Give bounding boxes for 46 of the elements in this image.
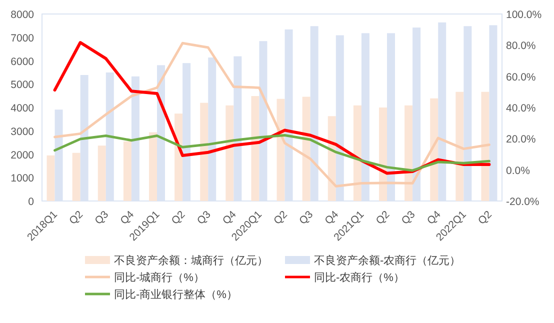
y2-tick-label: 60.0% xyxy=(506,71,536,84)
bar xyxy=(123,141,132,201)
bar xyxy=(430,98,438,201)
bar xyxy=(72,152,80,201)
y-tick-label: 0 xyxy=(28,196,34,208)
x-tick-label: Q3 xyxy=(399,208,418,228)
x-tick-label: Q3 xyxy=(297,208,316,228)
bar xyxy=(276,98,285,201)
bar xyxy=(353,105,362,201)
bar xyxy=(149,132,157,201)
y-tick-label: 6000 xyxy=(10,56,34,68)
x-tick-label: Q2 xyxy=(67,208,86,228)
x-tick-label: Q3 xyxy=(92,208,112,228)
y2-tick-label: 80.0% xyxy=(506,40,536,52)
y2-tick-label: 20.0% xyxy=(506,134,536,146)
bar xyxy=(379,108,387,201)
y-tick-label: 1000 xyxy=(10,172,34,185)
legend-label: 不良资产余额：城商行（亿元） xyxy=(114,254,268,267)
y-tick-label: 4000 xyxy=(10,102,34,114)
bar xyxy=(456,92,464,201)
bar xyxy=(404,105,413,201)
y-tick-label: 7000 xyxy=(10,32,34,44)
legend-label: 同比-城商行（%） xyxy=(114,271,204,284)
y-tick-label: 5000 xyxy=(10,79,34,92)
y2-tick-label: 100.0% xyxy=(506,9,542,21)
y-tick-label: 2000 xyxy=(10,149,34,162)
legend-label: 同比-农商行（%） xyxy=(314,271,404,284)
y2-tick-label: 40.0% xyxy=(506,102,536,114)
x-tick-label: Q2 xyxy=(169,208,188,228)
bar xyxy=(98,146,106,201)
y-tick-label: 8000 xyxy=(10,9,34,21)
x-tick-label: Q2 xyxy=(476,208,494,228)
x-tick-label: Q3 xyxy=(194,208,214,228)
legend-label: 不良资产余额-农商行（亿元） xyxy=(314,254,461,267)
legend-label: 同比-商业银行整体（%） xyxy=(114,288,238,301)
bar xyxy=(302,96,310,201)
y-tick-label: 3000 xyxy=(10,126,34,138)
bar xyxy=(226,105,234,201)
bar xyxy=(46,155,55,201)
bar xyxy=(481,92,490,201)
y2-tick-label: -20.0% xyxy=(506,196,540,208)
y2-tick-label: 0.0% xyxy=(506,164,530,177)
x-tick-label: Q2 xyxy=(374,208,392,228)
x-tick-label: Q2 xyxy=(272,208,290,228)
bar xyxy=(251,96,260,201)
bar xyxy=(200,102,208,201)
